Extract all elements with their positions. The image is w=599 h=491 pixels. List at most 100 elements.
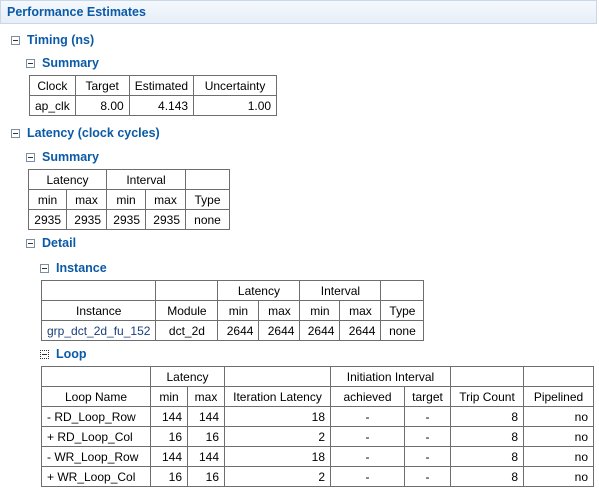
instance-link[interactable]: grp_dct_2d_fu_152 <box>40 320 157 341</box>
cell-latency-max: 16 <box>187 426 225 447</box>
col-header-latency-min: min <box>217 300 260 321</box>
col-header-interval-min: min <box>106 189 146 210</box>
cell-achieved: - <box>330 426 405 447</box>
timing-summary-header[interactable]: Summary <box>26 55 99 71</box>
table-row: 2935 2935 2935 2935 none <box>28 209 230 230</box>
col-header-latency-max: max <box>66 189 107 210</box>
table-row: ap_clk 8.00 4.143 1.00 <box>29 95 278 116</box>
cell-latency-max: 16 <box>187 466 225 487</box>
table-header-row: Loop Name min max Iteration Latency achi… <box>41 386 594 407</box>
timing-section-header[interactable]: Timing (ns) <box>11 32 94 48</box>
table-row: - WR_Loop_Row 144 144 18 - - 8 no <box>41 446 594 467</box>
cell-achieved: - <box>330 406 405 427</box>
table-header-row: Clock Target Estimated Uncertainty <box>29 75 278 96</box>
cell-interval-min: 2644 <box>299 320 341 341</box>
detail-heading: Detail <box>42 236 77 250</box>
cell-latency-max: 2644 <box>258 320 301 341</box>
cell-iteration-latency: 18 <box>224 446 331 467</box>
cell-iteration-latency: 2 <box>224 426 331 447</box>
table-row: - RD_Loop_Row 144 144 18 - - 8 no <box>41 406 594 427</box>
cell-latency-max: 2935 <box>66 209 107 230</box>
collapse-icon[interactable] <box>11 128 20 138</box>
col-header-trip-count: Trip Count <box>450 386 524 407</box>
cell-latency-max: 144 <box>187 446 225 467</box>
instance-heading: Instance <box>56 261 107 275</box>
cell-achieved: - <box>330 466 405 487</box>
performance-estimates-header: Performance Estimates <box>0 0 597 24</box>
instance-section-header[interactable]: Instance <box>40 260 107 276</box>
collapse-icon[interactable] <box>11 35 20 45</box>
group-header-blank <box>224 366 331 387</box>
table-header-row: min max min max Type <box>28 189 230 210</box>
latency-summary-header[interactable]: Summary <box>26 149 99 165</box>
instance-table: Latency Interval Instance Module min max… <box>40 280 425 341</box>
cell-uncertainty: 1.00 <box>193 95 278 116</box>
col-header-latency-max: max <box>258 300 301 321</box>
table-group-header-row: Latency Interval <box>28 169 230 190</box>
col-header-uncertainty: Uncertainty <box>193 75 278 96</box>
col-header-pipelined: Pipelined <box>523 386 594 407</box>
table-header-row: Instance Module min max min max Type <box>40 300 425 321</box>
detail-section-header[interactable]: Detail <box>26 235 76 251</box>
collapse-icon[interactable] <box>26 152 35 162</box>
cell-latency-min: 16 <box>150 426 188 447</box>
col-header-interval-max: max <box>339 300 382 321</box>
group-header-blank <box>41 366 151 387</box>
cell-trip-count: 8 <box>450 406 524 427</box>
cell-pipelined: no <box>523 426 594 447</box>
group-header-latency: Latency <box>28 169 107 190</box>
group-header-blank <box>185 169 230 190</box>
cell-iteration-latency: 2 <box>224 466 331 487</box>
cell-trip-count: 8 <box>450 426 524 447</box>
group-header-blank <box>380 280 425 301</box>
timing-summary-table: Clock Target Estimated Uncertainty ap_cl… <box>29 75 278 116</box>
cell-pipelined: no <box>523 406 594 427</box>
latency-heading: Latency (clock cycles) <box>27 126 160 140</box>
col-header-clock: Clock <box>29 75 76 96</box>
col-header-iteration-latency: Iteration Latency <box>224 386 331 407</box>
cell-latency-min: 144 <box>150 446 188 467</box>
cell-iteration-latency: 18 <box>224 406 331 427</box>
cell-trip-count: 8 <box>450 446 524 467</box>
cell-loop-name: + RD_Loop_Col <box>41 426 151 447</box>
group-header-latency: Latency <box>217 280 301 301</box>
cell-target: - <box>404 446 451 467</box>
col-header-type: Type <box>380 300 425 321</box>
cell-clock: ap_clk <box>29 95 76 116</box>
col-header-latency-min: min <box>28 189 67 210</box>
group-header-blank <box>40 280 157 301</box>
loop-heading: Loop <box>56 347 87 361</box>
cell-interval-max: 2935 <box>145 209 186 230</box>
col-header-achieved: achieved <box>330 386 405 407</box>
page-title: Performance Estimates <box>7 5 146 19</box>
cell-interval-min: 2935 <box>106 209 146 230</box>
col-header-latency-min: min <box>150 386 188 407</box>
cell-loop-name: + WR_Loop_Col <box>41 466 151 487</box>
timing-heading: Timing (ns) <box>27 33 95 47</box>
loop-table: Latency Initiation Interval Loop Name mi… <box>41 366 594 487</box>
cell-latency-min: 2644 <box>217 320 260 341</box>
collapse-icon[interactable] <box>40 263 49 273</box>
collapse-icon[interactable] <box>40 349 49 359</box>
cell-type: none <box>185 209 230 230</box>
collapse-icon[interactable] <box>26 238 35 248</box>
cell-trip-count: 8 <box>450 466 524 487</box>
cell-loop-name: - RD_Loop_Row <box>41 406 151 427</box>
cell-type: none <box>380 320 425 341</box>
col-header-target: target <box>404 386 451 407</box>
latency-summary-table: Latency Interval min max min max Type 29… <box>28 169 230 230</box>
col-header-interval-max: max <box>145 189 186 210</box>
cell-achieved: - <box>330 446 405 467</box>
group-header-latency: Latency <box>150 366 225 387</box>
cell-target: 8.00 <box>74 95 130 116</box>
table-row: + RD_Loop_Col 16 16 2 - - 8 no <box>41 426 594 447</box>
col-header-latency-max: max <box>187 386 225 407</box>
group-header-blank <box>523 366 594 387</box>
timing-summary-heading: Summary <box>42 56 99 70</box>
collapse-icon[interactable] <box>26 58 35 68</box>
group-header-interval: Interval <box>106 169 186 190</box>
cell-latency-max: 144 <box>187 406 225 427</box>
cell-latency-min: 2935 <box>28 209 67 230</box>
loop-section-header[interactable]: Loop <box>40 346 87 362</box>
latency-section-header[interactable]: Latency (clock cycles) <box>11 125 160 141</box>
